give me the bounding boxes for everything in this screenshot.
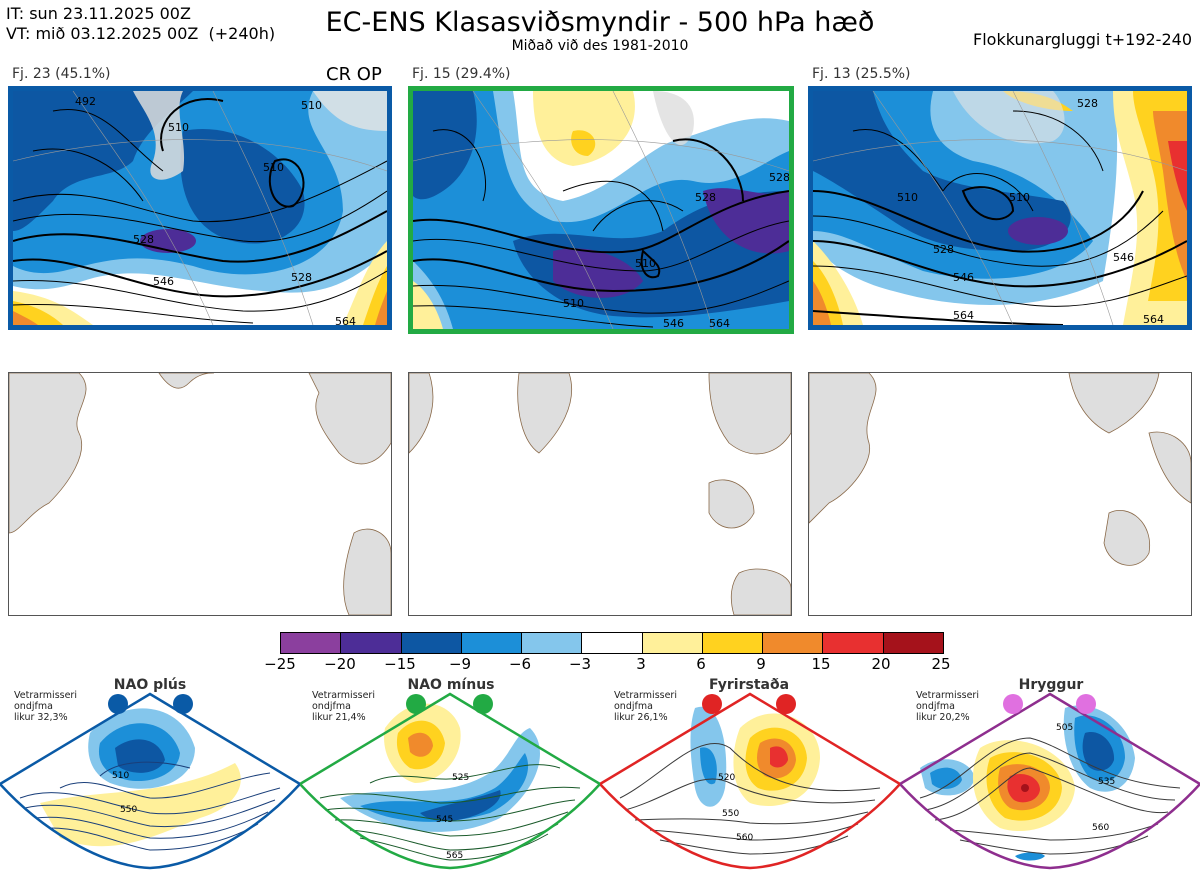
contour-label: 510 [112,771,129,781]
cluster-3-label: Fj. 13 (25.5%) [812,66,911,82]
contour-label: 545 [436,815,453,825]
colorbar-tick-label: 25 [931,655,951,673]
colorbar-swatch [461,633,523,653]
contour-label: 546 [663,317,684,330]
contour-label: 510 [301,99,322,112]
colorbar-swatch [763,633,824,653]
init-time: IT: sun 23.11.2025 00Z [6,4,191,23]
regime-1-note: Vetrarmisseri ondjfma likur 32,3% [14,690,77,723]
cluster-3-map-graphic [813,91,1187,325]
contour-label: 546 [1113,251,1134,264]
empty-map-3-graphic [809,373,1191,566]
colorbar-swatch [823,633,884,653]
colorbar-swatch [401,633,462,653]
forecast-times: IT: sun 23.11.2025 00Z VT: mið 03.12.2025… [6,4,275,44]
contour-label: 528 [933,243,954,256]
contour-label: 528 [1077,97,1098,110]
contour-label: 546 [953,271,974,284]
contour-label: 510 [1009,191,1030,204]
colorbar-tick-label: −15 [384,655,416,673]
contour-label: 520 [718,773,735,783]
contour-label: 510 [897,191,918,204]
regime-3-map[interactable]: 520 550 560 [600,688,900,871]
cluster-2-label: Fj. 15 (29.4%) [412,66,511,82]
regime-4-map[interactable]: 505 535 560 [900,688,1200,871]
cluster-2-map[interactable]: 510 528 510 528 546 564 [408,86,794,334]
contour-label: 565 [446,851,463,861]
colorbar-tick-label: 15 [811,655,831,673]
contour-label: 510 [168,121,189,134]
contour-label: 492 [75,95,96,108]
empty-map-1-graphic [9,373,391,615]
colorbar-swatch [702,633,764,653]
regime-4-title: Hryggur [1018,677,1084,693]
cluster-1-label: Fj. 23 (45.1%) [12,66,111,82]
colorbar-tick-label: −9 [448,655,472,673]
contour-label: 528 [133,233,154,246]
contour-label: 550 [120,805,137,815]
regime-2-note: Vetrarmisseri ondjfma likur 21,4% [312,690,375,723]
contour-label: 528 [291,271,312,284]
colorbar-tick-label: 3 [636,655,646,673]
contour-label: 510 [635,257,656,270]
cluster-1-map-graphic [13,91,387,325]
contour-label: 510 [263,161,284,174]
contour-label: 505 [1056,723,1073,733]
cluster-1-tag: CR OP [326,64,382,85]
regime-4-note: Vetrarmisseri ondjfma likur 20,2% [916,690,979,723]
colorbar-swatch [522,633,583,653]
colorbar-swatch [642,633,703,653]
contour-label: 564 [953,309,974,322]
colorbar [280,632,944,654]
colorbar-tick-label: 20 [871,655,891,673]
contour-label: 564 [1143,313,1164,326]
regime-2-title: NAO mínus [407,677,495,693]
regime-1-map[interactable]: 510 550 [0,688,300,871]
colorbar-tick-label: −6 [508,655,532,673]
empty-map-3 [808,372,1192,616]
contour-label: 528 [695,191,716,204]
regime-3-title: Fyrirstaða [708,677,790,693]
empty-map-2-graphic [409,373,791,615]
contour-label: 546 [153,275,174,288]
contour-label: 525 [452,773,469,783]
cluster-3-map[interactable]: 528 510 510 528 546 546 564 564 [808,86,1192,330]
cluster-2-map-graphic [413,91,789,329]
colorbar-tick-label: 9 [756,655,766,673]
colorbar-tick-label: −20 [324,655,356,673]
valid-time: VT: mið 03.12.2025 00Z (+240h) [6,24,276,43]
cluster-1-map[interactable]: 492 510 510 510 528 528 546 564 [8,86,392,330]
contour-label: 560 [1092,823,1109,833]
contour-label: 535 [1098,777,1115,787]
regime-1-title: NAO plús [113,677,187,693]
cluster-window-label: Flokkunargluggi t+192-240 [973,30,1192,49]
regime-3-note: Vetrarmisseri ondjfma likur 26,1% [614,690,677,723]
colorbar-swatch [341,633,402,653]
colorbar-swatch [281,633,342,653]
page-title: EC-ENS Klasasviðsmyndir - 500 hPa hæð [325,7,875,38]
empty-map-1 [8,372,392,616]
contour-label: 560 [736,833,753,843]
contour-label: 564 [709,317,730,330]
contour-label: 550 [722,809,739,819]
contour-label: 510 [563,297,584,310]
contour-label: 528 [769,171,790,184]
colorbar-swatch [883,633,943,653]
colorbar-swatch [582,633,643,653]
contour-label: 564 [335,315,356,328]
page-subtitle: Miðað við des 1981-2010 [511,38,689,54]
colorbar-tick-label: 6 [696,655,706,673]
colorbar-tick-label: −25 [264,655,296,673]
empty-map-2 [408,372,792,616]
regime-2-map[interactable]: 525 545 565 [300,688,600,871]
colorbar-tick-label: −3 [568,655,592,673]
